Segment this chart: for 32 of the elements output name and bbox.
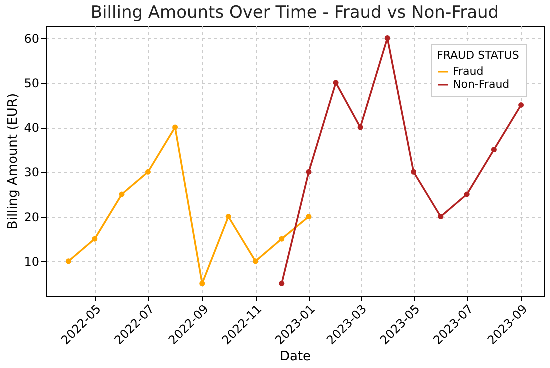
y-tick-label: 10: [24, 254, 40, 269]
chart-title: Billing Amounts Over Time - Fraud vs Non-Fraud: [90, 3, 500, 23]
point: [200, 280, 206, 286]
point: [333, 80, 339, 86]
point: [172, 124, 178, 130]
x-axis-title: Date: [280, 350, 312, 365]
point: [145, 169, 151, 175]
point: [279, 280, 285, 286]
point: [306, 214, 312, 220]
point: [119, 192, 125, 198]
y-axis-title: Billing Amount (EUR): [6, 93, 22, 230]
point: [66, 258, 72, 264]
y-tick-label: 50: [24, 76, 40, 90]
point: [279, 236, 285, 242]
point: [226, 214, 232, 220]
point: [464, 192, 470, 198]
legend-title: FRAUD STATUS: [437, 49, 520, 62]
point: [358, 124, 364, 130]
y-tick-label: 20: [24, 210, 40, 224]
point: [384, 36, 390, 42]
point: [518, 102, 524, 108]
legend-label: Non-Fraud: [453, 78, 510, 91]
point: [411, 169, 417, 175]
y-tick-label: 30: [24, 166, 40, 180]
point: [491, 147, 497, 153]
y-tick-label: 40: [24, 121, 40, 136]
y-tick-label: 60: [24, 32, 40, 46]
point: [306, 169, 312, 175]
legend-label: Fraud: [453, 65, 484, 78]
point: [92, 236, 98, 242]
point: [438, 214, 444, 220]
point: [252, 258, 258, 264]
